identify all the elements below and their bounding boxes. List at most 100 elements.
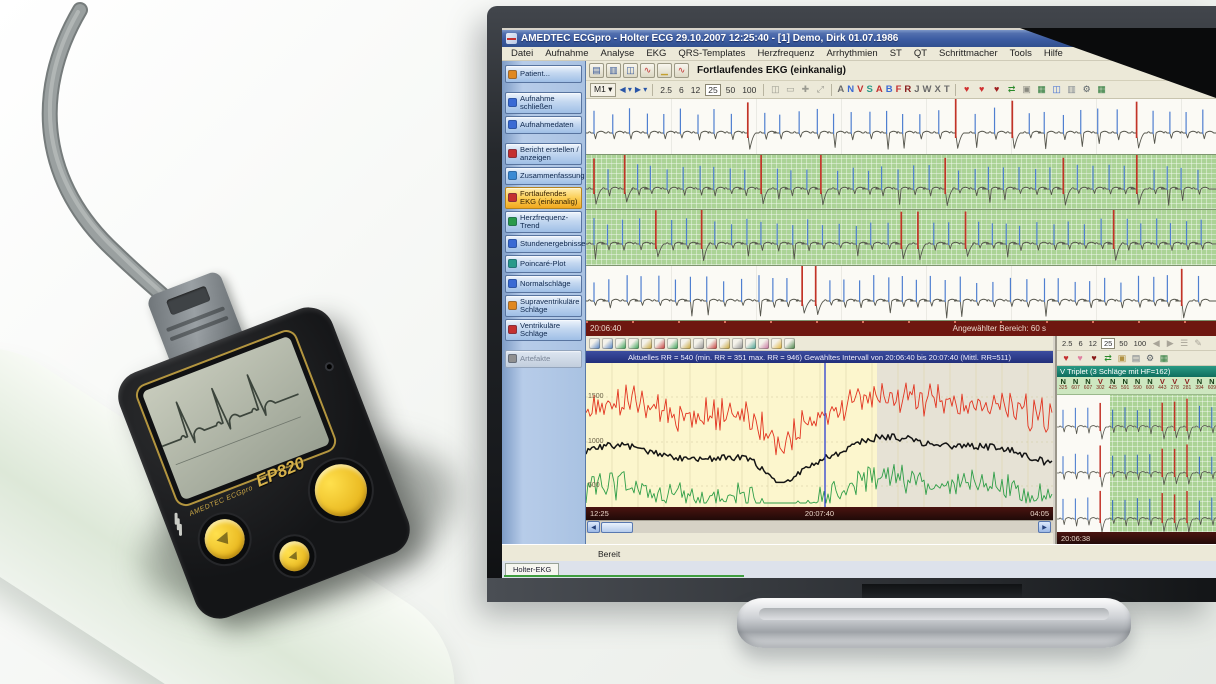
beat-class-w-9[interactable]: W bbox=[922, 84, 932, 95]
accept-beat-icon[interactable]: ♥ bbox=[1063, 352, 1069, 363]
beat-column-8[interactable]: N 600 bbox=[1144, 377, 1156, 394]
list-icon[interactable]: ☰ bbox=[1180, 337, 1189, 348]
beat-class-f-6[interactable]: F bbox=[895, 84, 902, 95]
rr-tool-icon-3[interactable] bbox=[615, 337, 626, 349]
beat-column-9[interactable]: V 443 bbox=[1156, 377, 1168, 394]
rr-tool-icon-1[interactable] bbox=[589, 337, 600, 349]
beat-class-t-11[interactable]: T bbox=[943, 84, 950, 95]
swap-icon[interactable]: ⇄ bbox=[1007, 84, 1016, 94]
ecg-strip-row-1[interactable] bbox=[586, 99, 1216, 155]
beat-column-11[interactable]: V 281 bbox=[1181, 377, 1193, 394]
beat-class-v-2[interactable]: V bbox=[857, 84, 864, 95]
sidebar-item-supraventrikul-re-schl-ge[interactable]: Supraventrikuläre Schläge bbox=[505, 294, 582, 317]
beat-class-j-8[interactable]: J bbox=[914, 84, 920, 95]
sidebar-item-aufnahmedaten[interactable]: Aufnahmedaten bbox=[505, 115, 582, 134]
next-template-icon[interactable]: ▶ bbox=[1166, 337, 1174, 348]
sidebar-item-normalschl-ge[interactable]: Normalschläge bbox=[505, 274, 582, 293]
menu-qt[interactable]: QT bbox=[913, 48, 928, 59]
grid-green-icon[interactable]: ▦ bbox=[1037, 84, 1046, 94]
speed-100[interactable]: 100 bbox=[742, 84, 757, 95]
beat-class-a-0[interactable]: A bbox=[837, 84, 845, 95]
menu-arrhythmien[interactable]: Arrhythmien bbox=[826, 48, 878, 59]
template-speed-6[interactable]: 6 bbox=[1078, 338, 1083, 348]
beat-column-6[interactable]: N 591 bbox=[1119, 377, 1131, 394]
zoom-icon[interactable]: ⤢ bbox=[816, 84, 824, 94]
rr-tool-icon-7[interactable] bbox=[667, 337, 678, 349]
episode-heart2-icon[interactable]: ♥ bbox=[979, 84, 985, 94]
menu-datei[interactable]: Datei bbox=[511, 48, 534, 59]
ecg-strip-view-icon[interactable]: ∿ bbox=[674, 63, 689, 78]
sidebar-item-ventrikul-re-schl-ge[interactable]: Ventrikuläre Schläge bbox=[505, 318, 582, 341]
copy-icon[interactable]: ▣ bbox=[1022, 84, 1031, 94]
next-event-icon[interactable]: ▶ ▾ bbox=[634, 85, 648, 94]
rr-tool-icon-12[interactable] bbox=[732, 337, 743, 349]
prev-event-icon[interactable]: ◀ ▾ bbox=[619, 85, 632, 94]
speed-25[interactable]: 25 bbox=[705, 83, 721, 96]
settings-gear-icon[interactable]: ⚙ bbox=[1082, 84, 1091, 94]
rr-tool-icon-14[interactable] bbox=[758, 337, 769, 349]
sidebar-item-poincar-plot[interactable]: Poincaré-Plot bbox=[505, 254, 582, 273]
rr-tool-icon-2[interactable] bbox=[602, 337, 613, 349]
beat-column-2[interactable]: N 607 bbox=[1069, 377, 1081, 394]
ecg-strip-row-2[interactable] bbox=[586, 154, 1216, 210]
menu-qrs-templates[interactable]: QRS-Templates bbox=[678, 48, 746, 59]
episode-heart-icon[interactable]: ♥ bbox=[964, 84, 970, 94]
prev-template-icon[interactable]: ◀ bbox=[1152, 337, 1160, 348]
sidebar-item-zusammenfassung[interactable]: Zusammenfassung bbox=[505, 166, 585, 185]
beat-annotation-header[interactable]: N 325 N 607 N 607 V 302 N 425 N 591 N 590 N 600 V 443 V 278… bbox=[1057, 377, 1216, 395]
menu-aufnahme[interactable]: Aufnahme bbox=[545, 48, 589, 59]
beat-class-b-5[interactable]: B bbox=[885, 84, 893, 95]
scroll-thumb[interactable] bbox=[601, 521, 633, 533]
episode-heart3-icon[interactable]: ♥ bbox=[994, 84, 1000, 94]
menu-analyse[interactable]: Analyse bbox=[600, 48, 635, 59]
sidebar-item-fortlaufendes-ekg-einkanalig[interactable]: Fortlaufendes EKG (einkanalig) bbox=[505, 186, 582, 209]
rr-horizontal-scrollbar[interactable]: ◀ ▶ bbox=[586, 520, 1053, 533]
single-strip-view-icon[interactable]: ▤ bbox=[589, 63, 604, 78]
rr-tool-icon-5[interactable] bbox=[641, 337, 652, 349]
trend-view-icon[interactable]: ▁ bbox=[657, 63, 672, 78]
sidebar-item-patient[interactable]: Patient... bbox=[505, 65, 582, 83]
beat-class-r-7[interactable]: R bbox=[904, 84, 912, 95]
rr-trend-chart[interactable]: 1500 1000 500 bbox=[586, 363, 1053, 507]
scroll-right-icon[interactable]: ▶ bbox=[1038, 521, 1051, 533]
menu-hilfe[interactable]: Hilfe bbox=[1043, 48, 1063, 59]
reject-beat-icon[interactable]: ♥ bbox=[1091, 352, 1097, 363]
beat-column-4[interactable]: V 302 bbox=[1094, 377, 1106, 394]
beat-class-n-1[interactable]: N bbox=[847, 84, 855, 95]
rr-tool-icon-10[interactable] bbox=[706, 337, 717, 349]
beat-column-5[interactable]: N 425 bbox=[1107, 377, 1119, 394]
beat-class-a-4[interactable]: A bbox=[875, 84, 883, 95]
sidebar-item-herzfrequenz-trend[interactable]: Herzfrequenz-Trend bbox=[505, 210, 582, 233]
rr-tool-icon-8[interactable] bbox=[680, 337, 691, 349]
template-speed-2.5[interactable]: 2.5 bbox=[1062, 338, 1073, 348]
page-mode-icon[interactable]: ◫ bbox=[771, 84, 780, 94]
ecg-strip-row-4[interactable] bbox=[586, 265, 1216, 321]
split-view-icon[interactable]: ◫ bbox=[623, 63, 638, 78]
settings-gear-icon[interactable]: ⚙ bbox=[1145, 352, 1155, 363]
beat-class-x-10[interactable]: X bbox=[934, 84, 941, 95]
sidebar-item-stundenergebnisse[interactable]: Stundenergebnisse bbox=[505, 234, 585, 253]
beat-column-3[interactable]: N 607 bbox=[1082, 377, 1094, 394]
template-grid-icon[interactable]: ▦ bbox=[1159, 352, 1169, 363]
beat-column-12[interactable]: N 394 bbox=[1193, 377, 1205, 394]
beat-column-1[interactable]: N 325 bbox=[1057, 377, 1069, 394]
beat-column-13[interactable]: N 609 bbox=[1206, 377, 1216, 394]
rr-tool-icon-16[interactable] bbox=[784, 337, 795, 349]
reclassify-icon[interactable]: ⇄ bbox=[1104, 352, 1112, 363]
rr-tool-icon-6[interactable] bbox=[654, 337, 665, 349]
menu-ekg[interactable]: EKG bbox=[646, 48, 667, 59]
speed-6[interactable]: 6 bbox=[679, 84, 684, 95]
scroll-left-icon[interactable]: ◀ bbox=[587, 521, 600, 533]
menu-herzfrequenz[interactable]: Herzfrequenz bbox=[757, 48, 815, 59]
template-speed-50[interactable]: 50 bbox=[1119, 338, 1128, 348]
lock-icon[interactable]: ▥ bbox=[1067, 84, 1076, 94]
speed-12[interactable]: 12 bbox=[690, 84, 701, 95]
rr-tool-icon-9[interactable] bbox=[693, 337, 704, 349]
arrhythmia-view-icon[interactable]: ∿ bbox=[640, 63, 655, 78]
beat-column-7[interactable]: N 590 bbox=[1131, 377, 1143, 394]
ecg-strip-row-3[interactable] bbox=[586, 210, 1216, 266]
template-speed-25[interactable]: 25 bbox=[1100, 337, 1116, 349]
copy-strip-icon[interactable]: ▣ bbox=[1117, 352, 1127, 363]
menu-tools[interactable]: Tools bbox=[1009, 48, 1032, 59]
rr-tool-icon-15[interactable] bbox=[771, 337, 782, 349]
